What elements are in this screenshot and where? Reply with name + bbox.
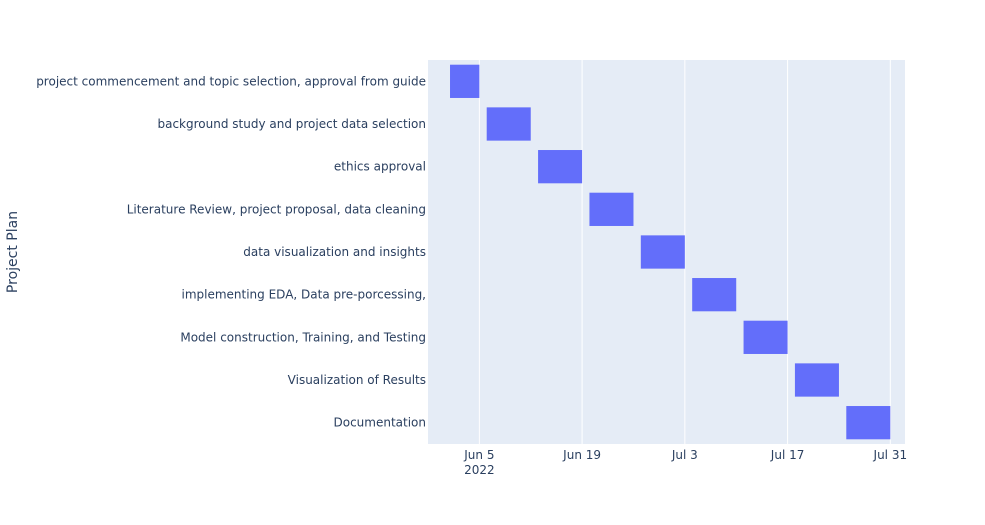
task-bar (538, 150, 583, 184)
x-tick-label: Jun 5 (463, 448, 494, 462)
x-tick-label: Jul 17 (770, 448, 805, 462)
task-label: background study and project data select… (157, 117, 426, 131)
y-axis-title: Project Plan (5, 211, 21, 293)
task-bar (450, 64, 480, 98)
x-tick-label: Jul 3 (671, 448, 698, 462)
task-bar (589, 192, 634, 226)
task-label: Documentation (333, 416, 426, 430)
task-labels: project commencement and topic selection… (36, 74, 426, 429)
task-label: implementing EDA, Data pre-porcessing, (181, 288, 426, 302)
task-label: project commencement and topic selection… (36, 74, 426, 88)
task-bar (640, 235, 685, 269)
task-bar (794, 363, 839, 397)
x-tick-sublabel: 2022 (464, 463, 495, 477)
task-label: ethics approval (334, 160, 426, 174)
task-bar (486, 107, 531, 141)
task-label: Visualization of Results (288, 373, 426, 387)
task-bar (846, 406, 891, 440)
task-bars (450, 64, 891, 440)
x-tick-label: Jun 19 (562, 448, 601, 462)
task-label: Literature Review, project proposal, dat… (127, 202, 426, 216)
task-bar (743, 320, 788, 354)
task-bar (692, 278, 737, 312)
task-label: data visualization and insights (243, 245, 426, 259)
task-label: Model construction, Training, and Testin… (180, 330, 426, 344)
x-tick-label: Jul 31 (873, 448, 908, 462)
